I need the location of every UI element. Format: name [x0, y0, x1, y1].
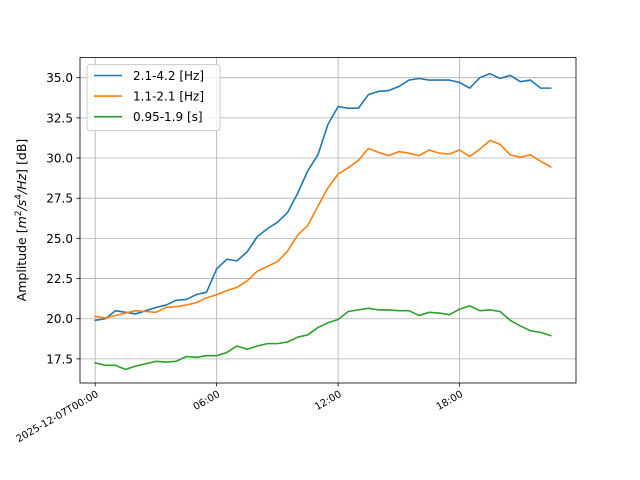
y-tick-label: 22.5 [46, 272, 73, 286]
legend-label-2: 1.1-2.1 [Hz] [133, 90, 204, 104]
grid [80, 57, 576, 383]
series-line-2 [94, 139, 552, 319]
y-tick-label: 20.0 [46, 312, 73, 326]
y-axis-label-suffix: ] [dB] [14, 139, 29, 174]
series-line-3 [94, 305, 552, 371]
legend-box [86, 64, 221, 132]
y-axis-label: Amplitude [m2/s4/Hz] [dB] [14, 139, 29, 302]
y-tick-label: 27.5 [46, 192, 73, 206]
y-axis-label-prefix: Amplitude [ [14, 228, 29, 301]
y-tick-label: 25.0 [46, 232, 73, 246]
y-axis-label-exp1: 2 [14, 210, 24, 216]
y-tick-label: 32.5 [46, 111, 73, 125]
legend: 2.1-4.2 [Hz] 1.1-2.1 [Hz] 0.95-1.9 [s] [86, 64, 221, 132]
legend-label-1: 2.1-4.2 [Hz] [133, 69, 204, 83]
y-axis-label-s: /s [14, 199, 29, 211]
series-line-1 [94, 72, 552, 322]
y-axis-label-m: m [14, 216, 29, 228]
plot-frame [79, 57, 577, 384]
legend-label-3: 0.95-1.9 [s] [133, 110, 203, 124]
y-tick-label: 17.5 [46, 352, 73, 366]
y-tick-label: 30.0 [46, 152, 73, 166]
series-lines [94, 72, 552, 371]
y-tick-label: 35.0 [46, 71, 73, 85]
y-axis-label-exp2: 4 [14, 194, 24, 200]
y-axis-label-hz: /Hz [14, 173, 29, 195]
